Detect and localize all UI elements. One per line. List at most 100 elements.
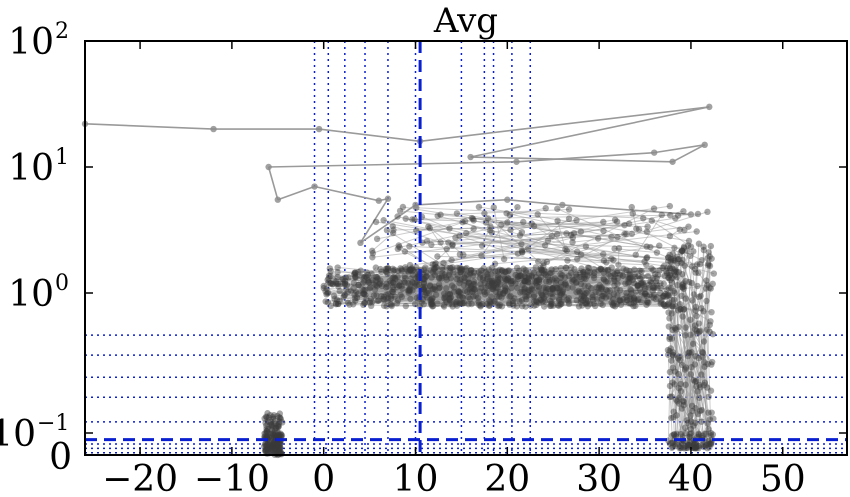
- data-point: [421, 284, 428, 291]
- data-point: [360, 274, 368, 281]
- data-point: [525, 275, 533, 282]
- data-point: [413, 227, 420, 234]
- trajectory-segment: [266, 439, 270, 445]
- data-point: [421, 275, 428, 283]
- data-point: [697, 384, 704, 391]
- data-point: [680, 306, 687, 313]
- data-point: [362, 291, 369, 299]
- data-point: [260, 443, 268, 450]
- data-point: [531, 278, 539, 285]
- data-point: [631, 266, 638, 273]
- data-point: [311, 183, 318, 190]
- data-point: [275, 423, 282, 431]
- data-point: [680, 305, 688, 313]
- data-point: [539, 298, 546, 305]
- data-point: [443, 285, 450, 292]
- data-point: [438, 275, 445, 282]
- data-point: [669, 326, 676, 334]
- data-point: [376, 281, 383, 288]
- y-tick-label-base: 10: [8, 148, 54, 189]
- data-point: [426, 282, 434, 290]
- data-point: [643, 261, 650, 269]
- data-point: [557, 301, 564, 308]
- trajectory-segment: [375, 280, 585, 298]
- trajectory-segment: [359, 198, 389, 244]
- data-point: [488, 264, 496, 271]
- data-point: [682, 381, 689, 388]
- trajectory-segment: [672, 144, 706, 163]
- data-point: [488, 285, 495, 292]
- data-point: [695, 293, 703, 301]
- data-point: [389, 279, 397, 286]
- data-point: [585, 282, 592, 290]
- data-point: [686, 439, 694, 446]
- data-point: [275, 446, 283, 453]
- data-point: [436, 284, 444, 291]
- data-point: [470, 293, 477, 300]
- data-point: [660, 301, 667, 308]
- data-point: [610, 275, 618, 283]
- trajectory-segment: [666, 294, 670, 298]
- data-point: [500, 255, 508, 263]
- data-point: [672, 441, 679, 448]
- trajectory-segment: [491, 219, 577, 233]
- y-tick-label-base: 10: [0, 414, 36, 455]
- trajectory-segment: [359, 204, 416, 244]
- data-point: [669, 158, 676, 165]
- data-point: [582, 243, 590, 250]
- data-point: [496, 301, 503, 309]
- data-point: [407, 266, 414, 274]
- data-point: [669, 349, 677, 356]
- data-point: [678, 440, 685, 447]
- data-point: [686, 433, 693, 441]
- data-point: [420, 301, 427, 308]
- data-point: [474, 294, 482, 302]
- data-point: [485, 280, 492, 287]
- trajectory-segment: [421, 216, 450, 229]
- data-point: [575, 287, 582, 295]
- data-point: [446, 268, 454, 276]
- data-point: [522, 303, 529, 310]
- data-point: [267, 431, 274, 438]
- data-point: [477, 303, 484, 310]
- data-point: [384, 283, 391, 290]
- data-point: [406, 285, 413, 292]
- trajectory-segment: [667, 261, 697, 311]
- data-point: [687, 430, 695, 437]
- data-point: [590, 300, 597, 307]
- data-point: [614, 280, 621, 288]
- data-point: [542, 205, 549, 212]
- data-point: [377, 265, 384, 273]
- data-point: [625, 274, 633, 281]
- data-point: [677, 249, 684, 256]
- data-point: [402, 215, 409, 222]
- data-point: [611, 277, 618, 285]
- data-point: [388, 288, 396, 295]
- data-point: [384, 265, 392, 272]
- data-point: [509, 277, 517, 285]
- data-point: [438, 266, 446, 274]
- trajectory-segment: [353, 274, 376, 291]
- data-point: [428, 274, 435, 281]
- data-point: [689, 297, 696, 304]
- data-point: [564, 296, 571, 303]
- data-point: [384, 270, 391, 278]
- data-point: [488, 279, 496, 286]
- data-point: [653, 249, 661, 256]
- data-point: [327, 268, 334, 275]
- data-point: [650, 266, 657, 274]
- data-point: [570, 229, 578, 237]
- trajectory-segment: [446, 228, 474, 250]
- data-point: [521, 278, 528, 285]
- data-point: [657, 298, 664, 305]
- data-point: [271, 427, 279, 434]
- data-point: [372, 281, 379, 289]
- data-point: [672, 302, 679, 310]
- data-point: [525, 291, 533, 299]
- data-point: [627, 286, 634, 293]
- data-point: [431, 265, 438, 272]
- data-point: [525, 272, 533, 280]
- data-point: [540, 295, 548, 302]
- data-point: [549, 276, 556, 283]
- data-point: [339, 276, 346, 283]
